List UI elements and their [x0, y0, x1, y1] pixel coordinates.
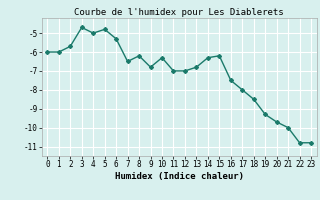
Title: Courbe de l'humidex pour Les Diablerets: Courbe de l'humidex pour Les Diablerets [74, 8, 284, 17]
X-axis label: Humidex (Indice chaleur): Humidex (Indice chaleur) [115, 172, 244, 181]
